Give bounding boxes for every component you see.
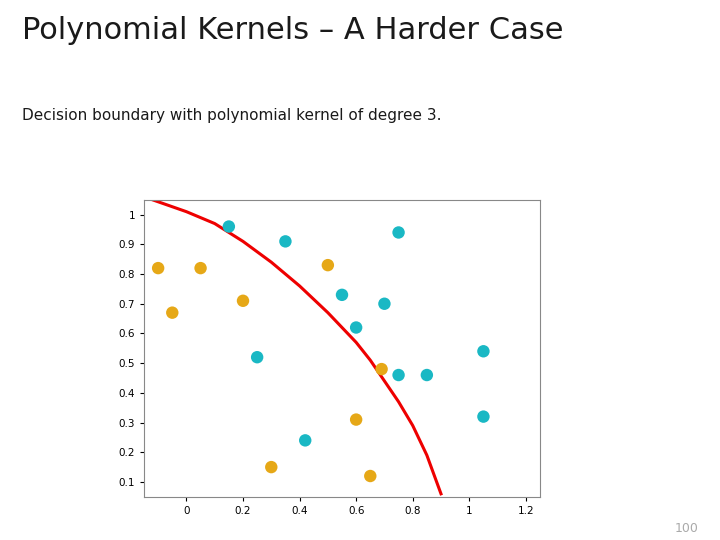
- Point: [477, 413, 489, 421]
- Point: [322, 261, 333, 269]
- Point: [251, 353, 263, 362]
- Point: [238, 296, 249, 305]
- Point: [351, 323, 362, 332]
- Point: [153, 264, 164, 273]
- Point: [379, 299, 390, 308]
- Point: [351, 415, 362, 424]
- Point: [279, 237, 291, 246]
- Point: [477, 347, 489, 355]
- Point: [336, 291, 348, 299]
- Text: 100: 100: [675, 522, 698, 535]
- Point: [421, 370, 433, 379]
- Text: Polynomial Kernels – A Harder Case: Polynomial Kernels – A Harder Case: [22, 16, 563, 45]
- Point: [300, 436, 311, 445]
- Point: [223, 222, 235, 231]
- Point: [376, 365, 387, 374]
- Point: [166, 308, 178, 317]
- Point: [266, 463, 277, 471]
- Point: [393, 370, 405, 379]
- Point: [364, 472, 376, 481]
- Text: Decision boundary with polynomial kernel of degree 3.: Decision boundary with polynomial kernel…: [22, 108, 441, 123]
- Point: [195, 264, 207, 273]
- Point: [393, 228, 405, 237]
